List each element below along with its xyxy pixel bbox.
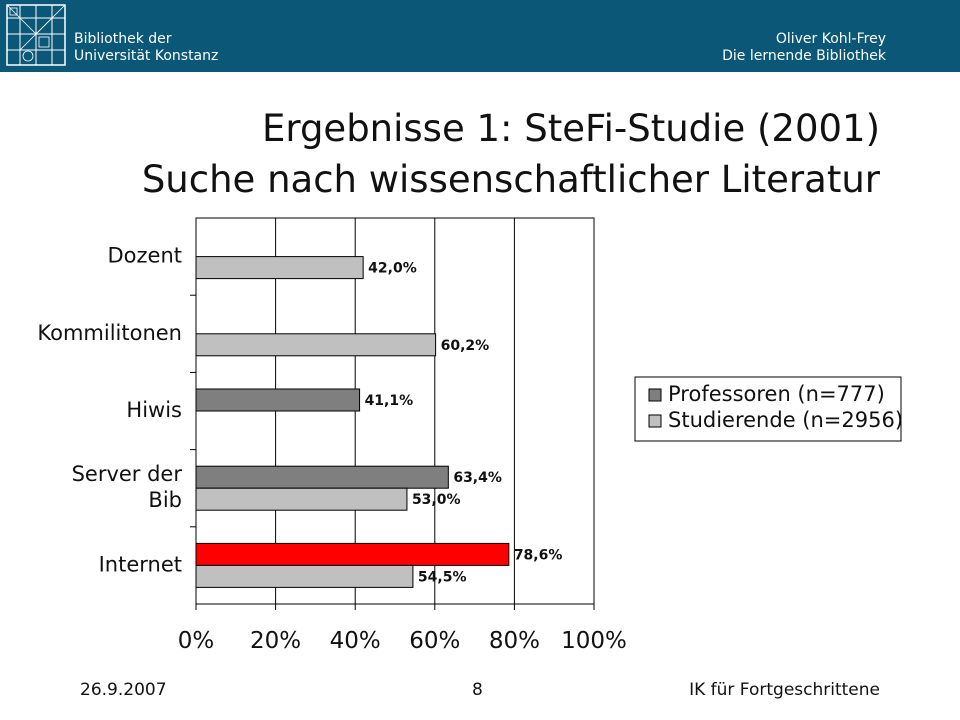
bar-studierende [195, 333, 437, 357]
slide-title-line-2: Suche nach wissenschaftlicher Literatur [141, 158, 880, 201]
header-bar: Bibliothek der Universität Konstanz Oliv… [0, 0, 960, 72]
legend-label: Studierende (n=2956) [668, 408, 903, 432]
bar-studierende [195, 487, 408, 511]
legend-box [634, 376, 902, 442]
category-label: Hiwis [126, 398, 182, 422]
legend-swatch [648, 388, 662, 402]
bar-professoren [195, 542, 510, 566]
footer-course: IK für Fortgeschrittene [689, 680, 880, 700]
author-name: Oliver Kohl-Frey [775, 31, 886, 47]
x-tick-label: 0% [178, 628, 215, 654]
x-tick-label: 100% [561, 628, 627, 654]
data-label: 41,1% [365, 393, 414, 409]
legend-swatch [648, 414, 662, 428]
institution-line-2: Universität Konstanz [74, 48, 219, 64]
bar-professoren [195, 465, 449, 489]
data-label: 42,0% [368, 261, 417, 277]
data-label: 63,4% [453, 470, 502, 486]
data-label: 60,2% [441, 338, 490, 354]
footer-page-number: 8 [472, 680, 483, 700]
bar-studierende [195, 564, 414, 588]
data-label: 78,6% [514, 547, 563, 563]
university-library-logo-icon [6, 4, 66, 66]
category-label: Internet [99, 552, 182, 576]
bar-studierende [195, 256, 364, 280]
institution-line-1: Bibliothek der [74, 31, 172, 47]
category-label: Kommilitonen [37, 321, 182, 345]
category-label: Dozent [107, 244, 182, 268]
x-tick-label: 40% [330, 628, 381, 654]
x-tick-label: 20% [250, 628, 301, 654]
data-label: 54,5% [418, 569, 467, 585]
footer-date: 26.9.2007 [80, 680, 167, 700]
data-label: 53,0% [412, 492, 461, 508]
category-label: Server der Bib [72, 462, 183, 512]
slide-title-line-1: Ergebnisse 1: SteFi-Studie (2001) [262, 107, 880, 150]
legend-label: Professoren (n=777) [668, 382, 885, 406]
x-tick-label: 60% [409, 628, 460, 654]
presentation-subtitle: Die lernende Bibliothek [722, 48, 886, 64]
x-tick-label: 80% [489, 628, 540, 654]
bar-professoren [195, 388, 361, 412]
